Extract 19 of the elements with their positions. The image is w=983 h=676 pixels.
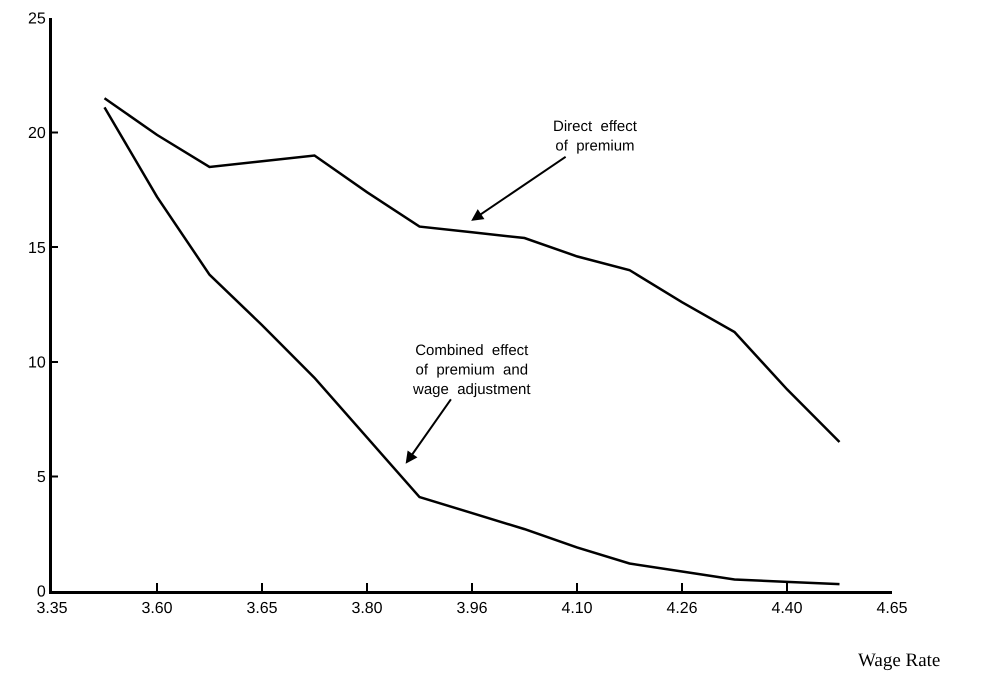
x-tick-label: 3.65	[246, 600, 278, 618]
x-tick-label: 4.26	[666, 600, 698, 618]
y-tick-label: 20	[28, 125, 46, 142]
x-axis-title: Wage Rate	[858, 650, 940, 671]
annotation: Direct effect of premium	[553, 118, 638, 154]
y-tick-label: 10	[28, 354, 46, 372]
x-tick-label: 3.80	[351, 600, 383, 618]
y-tick-label: 0	[36, 584, 46, 601]
line-series	[103, 96, 841, 444]
x-tick-label: 4.10	[561, 600, 593, 618]
x-tick-label: 3.96	[456, 600, 488, 618]
x-tick-label: 3.35	[36, 600, 68, 618]
y-tick-label: 25	[28, 10, 46, 28]
x-tick-label: 3.60	[141, 600, 173, 618]
y-tick-label: 5	[36, 469, 46, 486]
y-tick-label: 15	[28, 240, 46, 257]
annotation: Combined effect of premium and wage adjustment	[412, 342, 532, 398]
x-tick-label: 4.40	[771, 600, 803, 618]
x-tick-label: 4.65	[876, 600, 908, 618]
